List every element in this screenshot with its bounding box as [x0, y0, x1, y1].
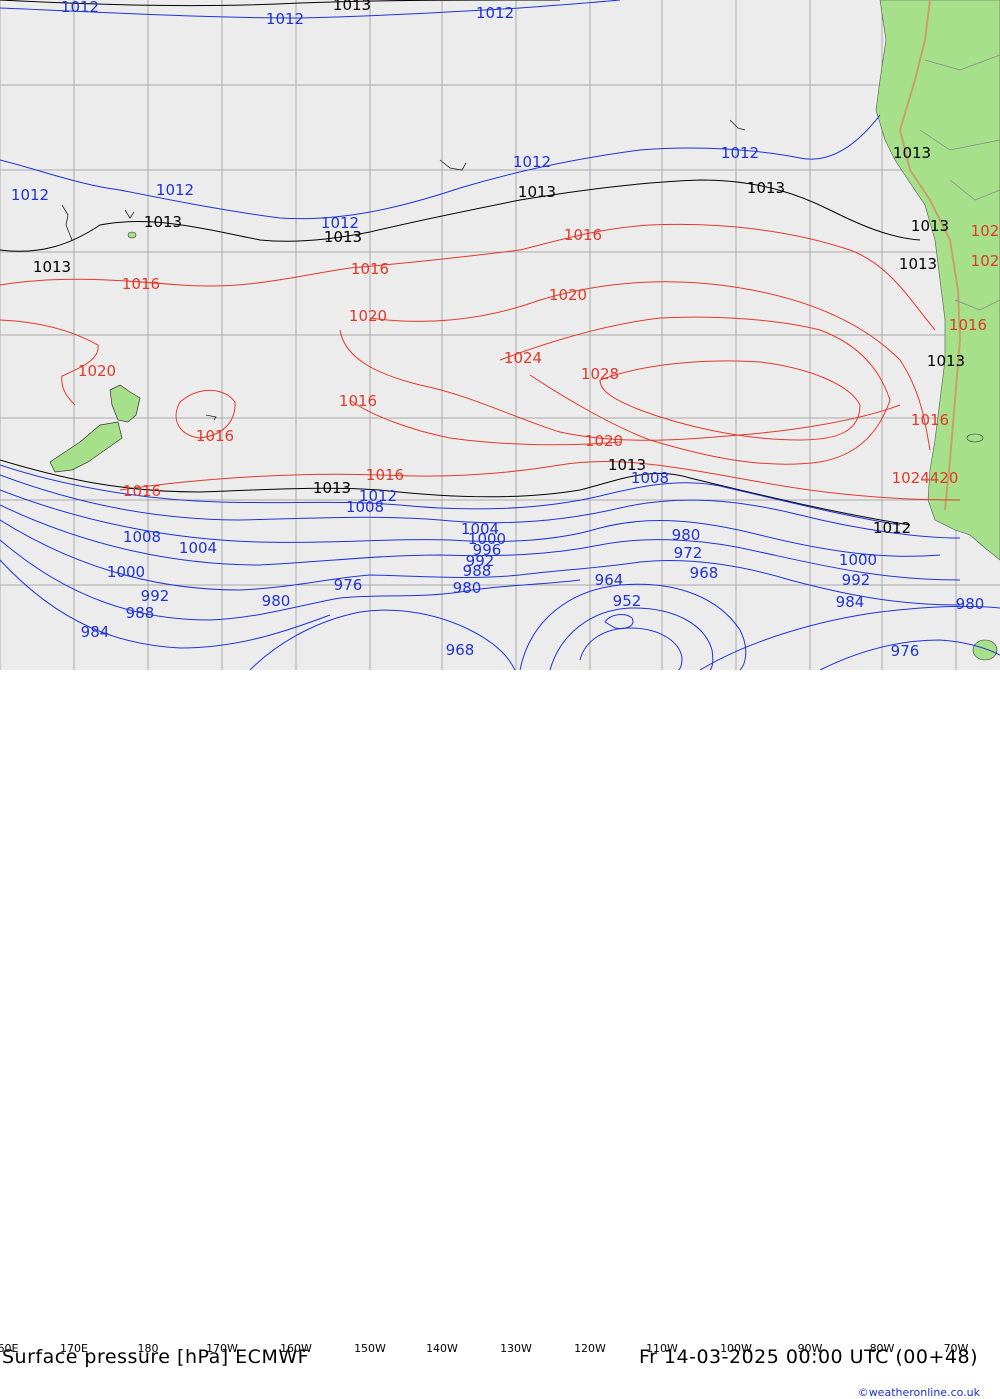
credit-link[interactable]: ©weatheronline.co.uk: [857, 1386, 980, 1399]
label-996: 996: [473, 541, 502, 559]
label-1016-b: 1016: [351, 260, 389, 278]
label-992-b: 992: [141, 587, 170, 605]
label-1013-k: 1013: [608, 456, 646, 474]
label-984-b: 984: [836, 593, 865, 611]
label-1013-top: 1013: [333, 0, 371, 14]
label-1016-i: 1016: [949, 316, 987, 334]
label-1013-b: 1013: [33, 258, 71, 276]
lon-label: 130W: [500, 1342, 532, 1355]
label-1012-e: 1012: [156, 181, 194, 199]
label-1013-f: 1013: [893, 144, 931, 162]
label-1012-g: 1012: [513, 153, 551, 171]
label-1016-c: 1016: [564, 226, 602, 244]
country-borders: [919, 54, 1000, 311]
land-south-america: [875, 0, 1000, 561]
label-1020-a: 1020: [78, 362, 116, 380]
label-1012-a: 1012: [61, 0, 99, 16]
label-1012-f: 1012: [321, 214, 359, 232]
label-1016-g: 1016: [123, 482, 161, 500]
surface-pressure-map: 1012 1012 1012 1013 1012 1012 1012 1012 …: [0, 0, 1000, 670]
label-1000-c: 1000: [839, 551, 877, 569]
label-984-a: 984: [81, 623, 110, 641]
label-980-d: 980: [956, 595, 985, 613]
label-1012-b: 1012: [266, 10, 304, 28]
label-1016-h: 1016: [911, 411, 949, 429]
label-988-a: 988: [463, 562, 492, 580]
label-1013-c: 1013: [324, 228, 362, 246]
label-102-b: 102: [971, 252, 1000, 270]
lon-label: 120W: [574, 1342, 606, 1355]
lon-label: 150W: [354, 1342, 386, 1355]
valid-time: Fr 14-03-2025 00:00 UTC (00+48): [639, 1346, 978, 1368]
label-1013-g: 1013: [911, 217, 949, 235]
isobars-low: [0, 0, 1000, 670]
label-1008-a: 1008: [346, 498, 384, 516]
land-new-zealand: [49, 384, 141, 473]
label-1008-b: 1008: [631, 469, 669, 487]
label-1024420: 1024420: [892, 469, 959, 487]
label-1020-d: 1020: [585, 432, 623, 450]
label-1012-j: 1012: [873, 519, 911, 537]
label-1020-c: 1020: [549, 286, 587, 304]
label-976-a: 976: [334, 576, 363, 594]
map-footer: 60E 170E 180 170W 160W 150W 140W 130W 12…: [0, 670, 1000, 1399]
label-1008-c: 1008: [123, 528, 161, 546]
lon-label: 140W: [426, 1342, 458, 1355]
label-980-c: 980: [672, 526, 701, 544]
label-1012-i: 1012: [359, 487, 397, 505]
label-1004-a: 1004: [461, 520, 499, 538]
label-1016-f: 1016: [366, 466, 404, 484]
label-1012-d: 1012: [11, 186, 49, 204]
label-976-b: 976: [891, 642, 920, 660]
label-102: 102: [971, 222, 1000, 240]
label-952: 952: [613, 592, 642, 610]
label-988-b: 988: [126, 604, 155, 622]
isobar-labels: 1012 1012 1012 1013 1012 1012 1012 1012 …: [11, 0, 999, 660]
label-968-b: 968: [446, 641, 475, 659]
label-1004-b: 1004: [179, 539, 217, 557]
label-1028: 1028: [581, 365, 619, 383]
label-964: 964: [595, 571, 624, 589]
label-972: 972: [674, 544, 703, 562]
label-1013-a: 1013: [144, 213, 182, 231]
label-980-a: 980: [262, 592, 291, 610]
label-1020-b: 1020: [349, 307, 387, 325]
label-1013-h: 1013: [899, 255, 937, 273]
label-1013-e: 1013: [747, 179, 785, 197]
label-1012-c: 1012: [476, 4, 514, 22]
graticule: [0, 0, 1000, 670]
label-1013-d: 1013: [518, 183, 556, 201]
andes-terrain: [898, 0, 962, 511]
label-968-a: 968: [690, 564, 719, 582]
label-1013-j: 1013: [313, 479, 351, 497]
label-1000-a: 1000: [468, 530, 506, 548]
label-980-b: 980: [453, 579, 482, 597]
coastline-fragments: [61, 119, 746, 421]
isobars-1013: [0, 0, 921, 526]
label-1024: 1024: [504, 349, 542, 367]
label-992-a: 992: [466, 552, 495, 570]
islands: [127, 231, 998, 661]
label-1016-d: 1016: [339, 392, 377, 410]
map-title: Surface pressure [hPa] ECMWF: [2, 1346, 310, 1368]
label-992-c: 992: [842, 571, 871, 589]
isobars-high: [0, 223, 961, 501]
label-1016-a: 1016: [122, 275, 160, 293]
label-1016-e: 1016: [196, 427, 234, 445]
label-1012-h: 1012: [721, 144, 759, 162]
label-1013-i: 1013: [927, 352, 965, 370]
label-1000-b: 1000: [107, 563, 145, 581]
